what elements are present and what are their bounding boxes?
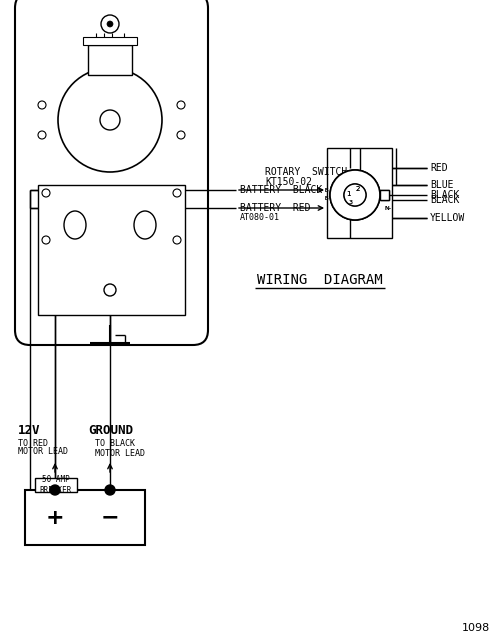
Text: 1098: 1098 [462,623,490,633]
Circle shape [42,189,50,197]
Circle shape [105,485,115,495]
Circle shape [107,21,113,27]
Text: KT150-02: KT150-02 [265,177,312,187]
Circle shape [100,110,120,130]
Text: 3: 3 [349,201,353,206]
Bar [38,185,185,315]
Circle shape [104,284,116,296]
Text: B: B [324,197,328,201]
Circle shape [344,184,366,206]
Circle shape [344,184,366,206]
Text: N-: N- [384,206,391,212]
Circle shape [330,170,380,220]
Text: 2: 2 [356,186,360,192]
Bar [380,190,389,200]
Text: MOTOR LEAD: MOTOR LEAD [18,447,68,456]
Text: YELLOW: YELLOW [430,213,465,223]
Circle shape [173,189,181,197]
Bar [327,148,392,238]
Text: B: B [324,188,328,194]
Circle shape [42,236,50,244]
Bar [35,478,77,492]
Text: BLACK: BLACK [430,195,460,205]
Text: 1: 1 [346,191,350,197]
Bar [25,490,145,545]
Text: ROTARY  SWITCH: ROTARY SWITCH [265,167,347,177]
Text: 2: 2 [356,186,360,192]
Text: B: B [324,188,328,194]
Ellipse shape [64,211,86,239]
Circle shape [177,101,185,109]
Text: +: + [46,508,64,528]
Bar [88,45,132,75]
FancyBboxPatch shape [15,0,208,345]
Text: 12V: 12V [18,424,40,437]
Text: BATTERY  BLACK: BATTERY BLACK [240,185,322,195]
Text: MOTOR LEAD: MOTOR LEAD [95,449,145,458]
Text: BLUE: BLUE [430,180,454,190]
Text: GROUND: GROUND [88,424,133,437]
Text: BATTERY  RED: BATTERY RED [240,203,310,213]
Text: WIRING  DIAGRAM: WIRING DIAGRAM [257,273,383,287]
Text: −: − [100,508,119,528]
Bar [83,37,137,45]
Circle shape [50,485,60,495]
Text: TO BLACK: TO BLACK [95,440,135,449]
Circle shape [330,170,380,220]
Circle shape [177,131,185,139]
Text: RED: RED [430,163,448,173]
Text: B: B [324,197,328,201]
Text: N-: N- [384,206,391,212]
Bar [380,190,389,200]
Text: 3: 3 [349,201,353,206]
Circle shape [173,236,181,244]
Circle shape [101,15,119,33]
Text: 1: 1 [346,191,350,197]
Ellipse shape [134,211,156,239]
Text: 50 AMP
BREAKER: 50 AMP BREAKER [40,475,72,495]
Circle shape [38,101,46,109]
Circle shape [38,131,46,139]
Text: BLACK: BLACK [430,190,460,200]
Text: TO RED: TO RED [18,438,48,447]
Text: AT080-01: AT080-01 [240,213,280,222]
Circle shape [58,68,162,172]
